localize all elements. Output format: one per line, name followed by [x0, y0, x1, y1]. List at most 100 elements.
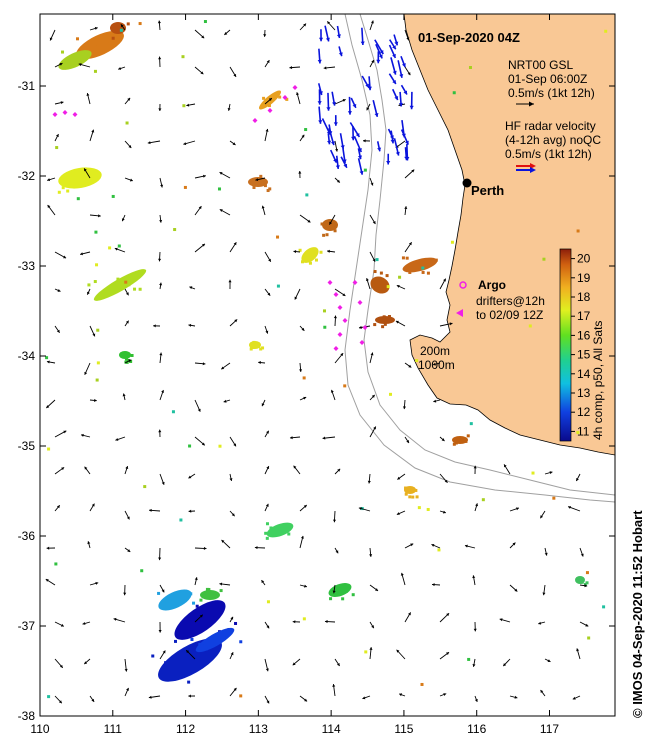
- model-arrow: [54, 658, 64, 669]
- sst-pixel: [187, 680, 191, 684]
- sst-pixel: [576, 229, 580, 233]
- radar-arrow: [400, 129, 409, 145]
- model-arrow: [261, 205, 266, 216]
- model-arrow: [538, 621, 546, 625]
- model-arrow: [83, 168, 91, 179]
- sst-pixel: [531, 471, 535, 475]
- sst-patch: [200, 590, 220, 600]
- model-arrow: [227, 103, 231, 111]
- sst-pixel: [93, 69, 97, 73]
- model-arrow: [330, 389, 336, 401]
- sst-pixel: [200, 617, 204, 621]
- radar-arrow: [360, 27, 365, 46]
- model-arrow: [263, 29, 267, 37]
- model-arrow: [439, 322, 453, 327]
- model-arrow: [89, 503, 95, 512]
- sst-pixel: [408, 495, 412, 499]
- sst-pixel: [341, 597, 345, 601]
- sst-pixel: [344, 589, 348, 593]
- radar-arrow: [357, 158, 364, 175]
- model-arrow: [299, 584, 308, 588]
- sst-pixel: [276, 284, 280, 288]
- drifter-tracks: [52, 85, 368, 351]
- sst-pixel: [452, 91, 456, 95]
- sst-pixel: [468, 66, 472, 70]
- model-arrow: [219, 208, 231, 216]
- x-tick-label: 111: [104, 722, 123, 736]
- sst-pixel: [94, 230, 98, 234]
- model-arrow: [264, 288, 271, 296]
- model-arrow: [439, 278, 447, 290]
- sst-pixel: [268, 99, 272, 103]
- sst-pixel: [87, 283, 91, 287]
- model-arrow: [194, 243, 206, 253]
- sst-pixel: [312, 254, 316, 258]
- drifter-point: [352, 280, 358, 285]
- model-arrow: [121, 214, 126, 222]
- sst-pixel: [124, 357, 128, 361]
- y-tick-label: -31: [18, 79, 36, 93]
- model-arrow: [433, 399, 441, 403]
- sst-pixel: [198, 642, 202, 646]
- radar-arrow: [324, 25, 330, 42]
- x-tick-label: 116: [467, 722, 486, 736]
- model-arrow: [264, 621, 270, 629]
- model-arrow: [439, 473, 448, 484]
- sst-pixel: [81, 51, 85, 55]
- model-arrow: [292, 620, 301, 624]
- model-arrow: [509, 695, 518, 699]
- colorbar: [559, 248, 572, 442]
- sst-pixel: [157, 591, 161, 595]
- model-arrow: [334, 468, 341, 475]
- model-arrow: [223, 399, 231, 403]
- sst-pixel: [192, 601, 196, 605]
- model-arrow: [329, 214, 336, 225]
- legend-model-scale: 0.5m/s (1kt 12h): [508, 86, 595, 100]
- model-arrow: [404, 206, 408, 216]
- model-arrow: [158, 251, 162, 262]
- model-arrow: [124, 97, 131, 105]
- model-arrow: [296, 92, 301, 105]
- drifter-point: [357, 300, 363, 305]
- sst-pixel: [207, 587, 211, 591]
- sst-pixel: [170, 600, 174, 604]
- sst-pixel: [111, 36, 115, 40]
- legend-drifters-2: to 02/09 12Z: [476, 308, 543, 322]
- model-arrow: [402, 399, 407, 410]
- sst-patch: [93, 269, 147, 301]
- model-arrow: [567, 506, 581, 512]
- model-arrow: [473, 465, 477, 475]
- model-arrow: [54, 466, 65, 475]
- y-tick-label: -38: [18, 709, 36, 723]
- model-arrow: [189, 286, 196, 290]
- sst-pixel: [404, 492, 408, 496]
- model-arrow: [369, 394, 376, 401]
- model-arrow: [439, 510, 447, 514]
- sst-pixel: [385, 274, 389, 278]
- model-arrow: [124, 510, 130, 520]
- model-arrow: [299, 362, 303, 372]
- sst-pixel: [383, 322, 387, 326]
- sst-pixel: [45, 356, 49, 360]
- model-arrow: [323, 66, 336, 70]
- sst-pixel: [542, 257, 546, 261]
- model-arrow: [159, 473, 165, 485]
- sst-pixel: [174, 594, 178, 598]
- sst-pixel: [173, 228, 177, 232]
- model-arrow: [396, 649, 406, 660]
- sst-pixel: [375, 258, 379, 262]
- drifter-point: [359, 339, 365, 345]
- radar-arrow: [321, 118, 331, 135]
- model-arrow: [159, 214, 163, 223]
- model-arrow: [229, 652, 234, 660]
- model-arrow: [83, 658, 91, 665]
- sst-pixel: [587, 636, 591, 640]
- sst-pixel: [351, 593, 355, 597]
- model-arrow: [124, 177, 134, 182]
- radar-arrow: [374, 39, 384, 55]
- sst-pixel: [466, 434, 470, 438]
- model-arrow: [80, 251, 91, 256]
- model-arrow: [326, 21, 336, 31]
- y-tick-label: -32: [18, 169, 36, 183]
- drifter-point: [327, 280, 333, 285]
